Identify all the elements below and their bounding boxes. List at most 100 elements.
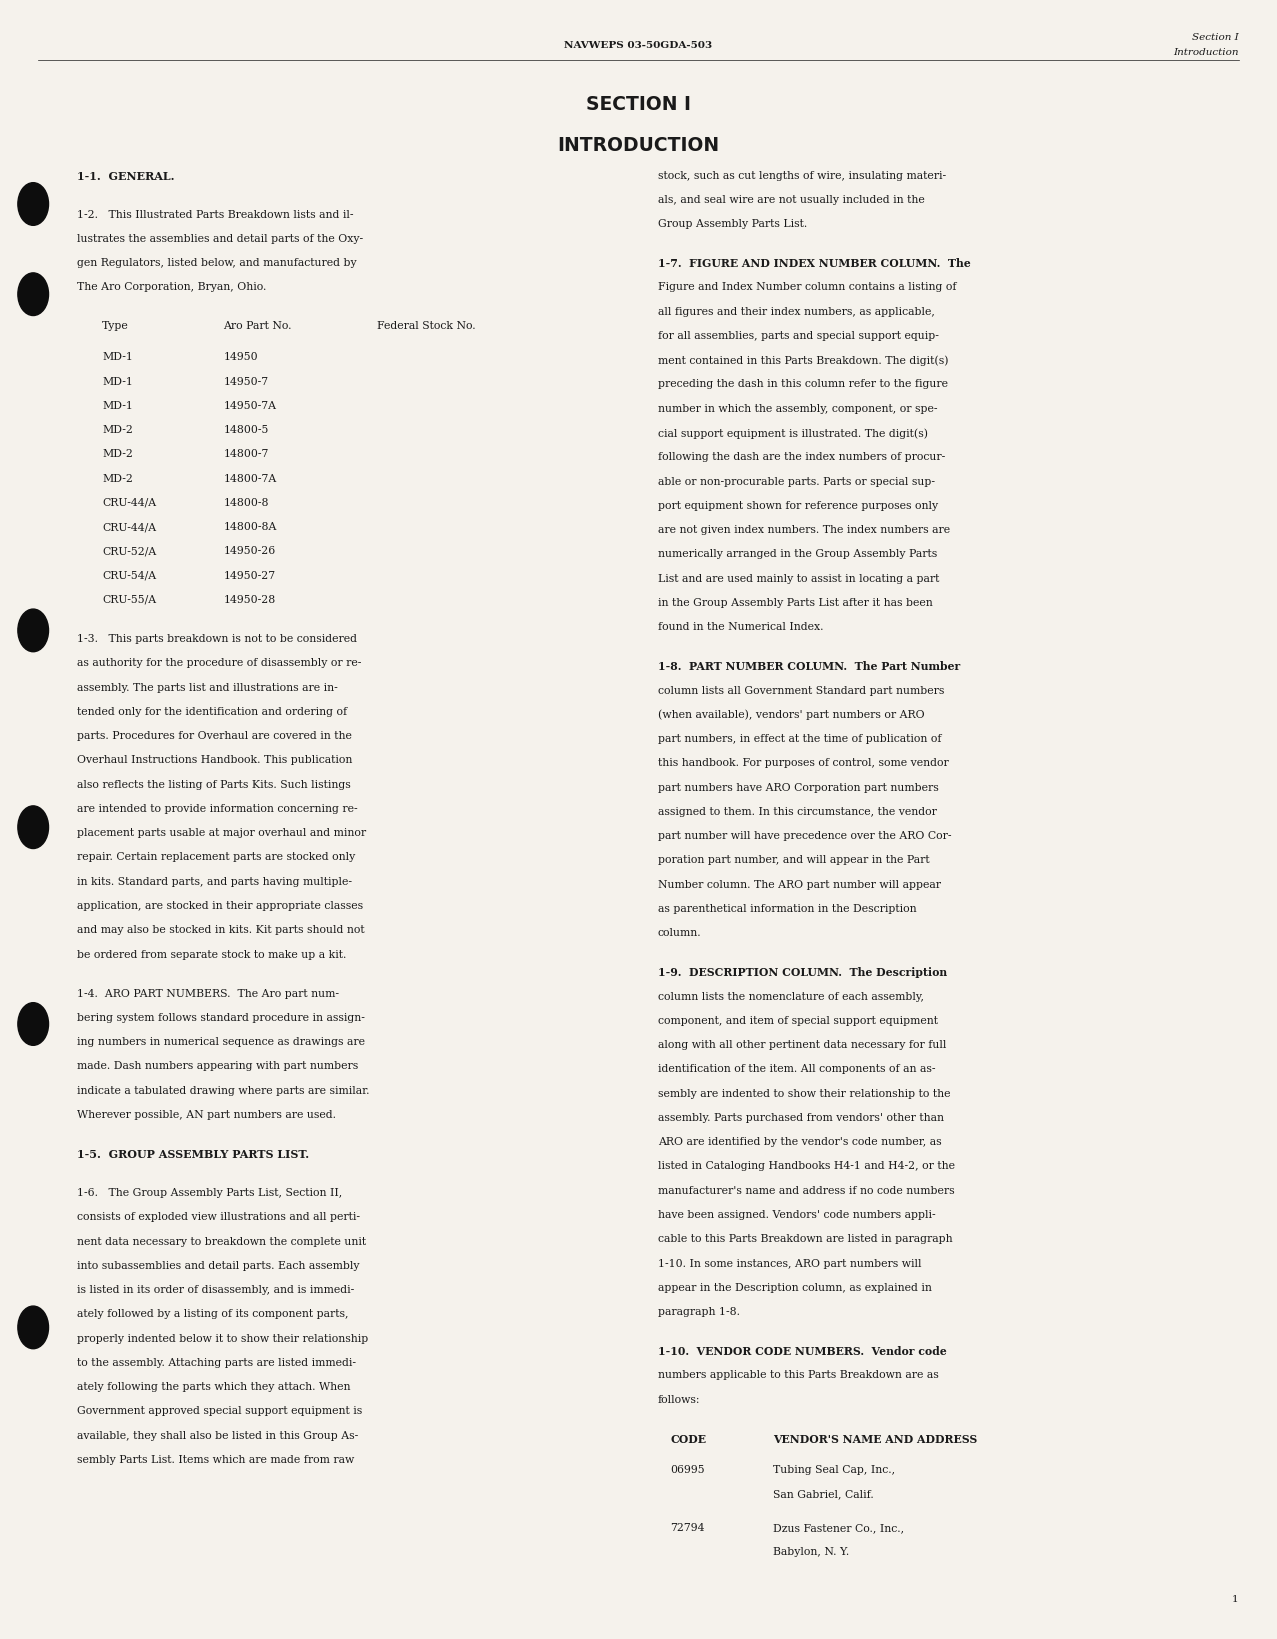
Text: follows:: follows:: [658, 1393, 700, 1403]
Text: ARO are identified by the vendor's code number, as: ARO are identified by the vendor's code …: [658, 1136, 941, 1146]
Text: MD-1: MD-1: [102, 377, 133, 387]
Text: MD-2: MD-2: [102, 449, 133, 459]
Text: assembly. Parts purchased from vendors' other than: assembly. Parts purchased from vendors' …: [658, 1113, 944, 1123]
Text: MD-1: MD-1: [102, 352, 133, 362]
Text: placement parts usable at major overhaul and minor: placement parts usable at major overhaul…: [77, 828, 365, 838]
Text: als, and seal wire are not usually included in the: als, and seal wire are not usually inclu…: [658, 195, 925, 205]
Text: 14950-26: 14950-26: [223, 546, 276, 556]
Text: sembly Parts List. Items which are made from raw: sembly Parts List. Items which are made …: [77, 1454, 354, 1464]
Text: stock, such as cut lengths of wire, insulating materi-: stock, such as cut lengths of wire, insu…: [658, 170, 946, 180]
Ellipse shape: [18, 806, 49, 849]
Text: available, they shall also be listed in this Group As-: available, they shall also be listed in …: [77, 1429, 358, 1439]
Text: 1-10. In some instances, ARO part numbers will: 1-10. In some instances, ARO part number…: [658, 1257, 921, 1267]
Text: is listed in its order of disassembly, and is immedi-: is listed in its order of disassembly, a…: [77, 1285, 354, 1295]
Text: be ordered from separate stock to make up a kit.: be ordered from separate stock to make u…: [77, 949, 346, 959]
Text: assembly. The parts list and illustrations are in-: assembly. The parts list and illustratio…: [77, 682, 337, 692]
Text: able or non-procurable parts. Parts or special sup-: able or non-procurable parts. Parts or s…: [658, 477, 935, 487]
Text: manufacturer's name and address if no code numbers: manufacturer's name and address if no co…: [658, 1185, 954, 1195]
Text: into subassemblies and detail parts. Each assembly: into subassemblies and detail parts. Eac…: [77, 1260, 359, 1270]
Text: ately followed by a listing of its component parts,: ately followed by a listing of its compo…: [77, 1308, 349, 1318]
Text: 1-2.   This Illustrated Parts Breakdown lists and il-: 1-2. This Illustrated Parts Breakdown li…: [77, 210, 354, 220]
Text: repair. Certain replacement parts are stocked only: repair. Certain replacement parts are st…: [77, 852, 355, 862]
Text: 14800-7A: 14800-7A: [223, 474, 277, 484]
Text: found in the Numerical Index.: found in the Numerical Index.: [658, 621, 824, 631]
Text: cable to this Parts Breakdown are listed in paragraph: cable to this Parts Breakdown are listed…: [658, 1234, 953, 1244]
Text: are not given index numbers. The index numbers are: are not given index numbers. The index n…: [658, 524, 950, 534]
Text: 1-7.  FIGURE AND INDEX NUMBER COLUMN.  The: 1-7. FIGURE AND INDEX NUMBER COLUMN. The: [658, 257, 971, 269]
Text: 1-5.  GROUP ASSEMBLY PARTS LIST.: 1-5. GROUP ASSEMBLY PARTS LIST.: [77, 1149, 309, 1159]
Text: Overhaul Instructions Handbook. This publication: Overhaul Instructions Handbook. This pub…: [77, 756, 352, 765]
Text: in the Group Assembly Parts List after it has been: in the Group Assembly Parts List after i…: [658, 598, 932, 608]
Text: have been assigned. Vendors' code numbers appli-: have been assigned. Vendors' code number…: [658, 1210, 935, 1219]
Text: 14950-28: 14950-28: [223, 595, 276, 605]
Text: indicate a tabulated drawing where parts are similar.: indicate a tabulated drawing where parts…: [77, 1085, 369, 1095]
Text: NAVWEPS 03-50GDA-503: NAVWEPS 03-50GDA-503: [564, 41, 713, 49]
Ellipse shape: [18, 1306, 49, 1349]
Text: this handbook. For purposes of control, some vendor: this handbook. For purposes of control, …: [658, 757, 949, 767]
Text: listed in Cataloging Handbooks H4-1 and H4-2, or the: listed in Cataloging Handbooks H4-1 and …: [658, 1160, 955, 1170]
Text: CODE: CODE: [670, 1432, 706, 1444]
Text: poration part number, and will appear in the Part: poration part number, and will appear in…: [658, 856, 930, 865]
Text: CRU-44/A: CRU-44/A: [102, 521, 156, 531]
Text: 14800-7: 14800-7: [223, 449, 269, 459]
Text: part number will have precedence over the ARO Cor-: part number will have precedence over th…: [658, 831, 951, 841]
Text: CRU-52/A: CRU-52/A: [102, 546, 156, 556]
Text: 14800-8: 14800-8: [223, 498, 269, 508]
Text: The Aro Corporation, Bryan, Ohio.: The Aro Corporation, Bryan, Ohio.: [77, 282, 266, 292]
Text: SECTION I: SECTION I: [586, 95, 691, 115]
Text: ment contained in this Parts Breakdown. The digit(s): ment contained in this Parts Breakdown. …: [658, 356, 948, 365]
Text: numerically arranged in the Group Assembly Parts: numerically arranged in the Group Assemb…: [658, 549, 937, 559]
Text: MD-2: MD-2: [102, 425, 133, 434]
Text: column lists the nomenclature of each assembly,: column lists the nomenclature of each as…: [658, 992, 923, 1001]
Text: paragraph 1-8.: paragraph 1-8.: [658, 1306, 739, 1316]
Text: CRU-55/A: CRU-55/A: [102, 595, 156, 605]
Text: 1-8.  PART NUMBER COLUMN.  The Part Number: 1-8. PART NUMBER COLUMN. The Part Number: [658, 661, 960, 672]
Text: 14950-7A: 14950-7A: [223, 400, 277, 410]
Text: tended only for the identification and ordering of: tended only for the identification and o…: [77, 706, 347, 716]
Text: preceding the dash in this column refer to the figure: preceding the dash in this column refer …: [658, 379, 948, 388]
Text: Federal Stock No.: Federal Stock No.: [377, 321, 475, 331]
Text: along with all other pertinent data necessary for full: along with all other pertinent data nece…: [658, 1039, 946, 1049]
Text: application, are stocked in their appropriate classes: application, are stocked in their approp…: [77, 900, 363, 910]
Text: as parenthetical information in the Description: as parenthetical information in the Desc…: [658, 903, 917, 913]
Text: ing numbers in numerical sequence as drawings are: ing numbers in numerical sequence as dra…: [77, 1036, 365, 1046]
Text: Government approved special support equipment is: Government approved special support equi…: [77, 1406, 361, 1416]
Text: part numbers, in effect at the time of publication of: part numbers, in effect at the time of p…: [658, 734, 941, 744]
Text: as authority for the procedure of disassembly or re-: as authority for the procedure of disass…: [77, 657, 361, 667]
Text: Wherever possible, AN part numbers are used.: Wherever possible, AN part numbers are u…: [77, 1110, 336, 1119]
Text: column lists all Government Standard part numbers: column lists all Government Standard par…: [658, 685, 944, 695]
Text: Type: Type: [102, 321, 129, 331]
Text: Babylon, N. Y.: Babylon, N. Y.: [773, 1546, 849, 1555]
Text: 1-4.  ARO PART NUMBERS.  The Aro part num-: 1-4. ARO PART NUMBERS. The Aro part num-: [77, 988, 338, 998]
Text: appear in the Description column, as explained in: appear in the Description column, as exp…: [658, 1282, 931, 1292]
Ellipse shape: [18, 184, 49, 226]
Text: 14800-8A: 14800-8A: [223, 521, 277, 531]
Text: numbers applicable to this Parts Breakdown are as: numbers applicable to this Parts Breakdo…: [658, 1370, 939, 1380]
Text: port equipment shown for reference purposes only: port equipment shown for reference purpo…: [658, 500, 937, 510]
Text: 1: 1: [1232, 1595, 1239, 1603]
Text: and may also be stocked in kits. Kit parts should not: and may also be stocked in kits. Kit par…: [77, 924, 364, 934]
Text: assigned to them. In this circumstance, the vendor: assigned to them. In this circumstance, …: [658, 806, 936, 816]
Text: bering system follows standard procedure in assign-: bering system follows standard procedure…: [77, 1013, 364, 1023]
Text: also reflects the listing of Parts Kits. Such listings: also reflects the listing of Parts Kits.…: [77, 779, 350, 788]
Text: Group Assembly Parts List.: Group Assembly Parts List.: [658, 220, 807, 229]
Text: Section I: Section I: [1191, 33, 1239, 41]
Text: for all assemblies, parts and special support equip-: for all assemblies, parts and special su…: [658, 331, 939, 341]
Text: INTRODUCTION: INTRODUCTION: [558, 136, 719, 156]
Text: 72794: 72794: [670, 1523, 705, 1532]
Text: consists of exploded view illustrations and all perti-: consists of exploded view illustrations …: [77, 1211, 360, 1221]
Text: lustrates the assemblies and detail parts of the Oxy-: lustrates the assemblies and detail part…: [77, 234, 363, 244]
Text: following the dash are the index numbers of procur-: following the dash are the index numbers…: [658, 452, 945, 462]
Text: VENDOR'S NAME AND ADDRESS: VENDOR'S NAME AND ADDRESS: [773, 1432, 977, 1444]
Text: sembly are indented to show their relationship to the: sembly are indented to show their relati…: [658, 1088, 950, 1098]
Text: ately following the parts which they attach. When: ately following the parts which they att…: [77, 1382, 350, 1392]
Text: part numbers have ARO Corporation part numbers: part numbers have ARO Corporation part n…: [658, 782, 939, 792]
Text: 06995: 06995: [670, 1464, 705, 1473]
Text: CRU-44/A: CRU-44/A: [102, 498, 156, 508]
Text: Figure and Index Number column contains a listing of: Figure and Index Number column contains …: [658, 282, 956, 292]
Ellipse shape: [18, 610, 49, 652]
Text: Dzus Fastener Co., Inc.,: Dzus Fastener Co., Inc.,: [773, 1523, 904, 1532]
Text: 14950-7: 14950-7: [223, 377, 268, 387]
Text: 1-10.  VENDOR CODE NUMBERS.  Vendor code: 1-10. VENDOR CODE NUMBERS. Vendor code: [658, 1346, 946, 1357]
Text: properly indented below it to show their relationship: properly indented below it to show their…: [77, 1333, 368, 1342]
